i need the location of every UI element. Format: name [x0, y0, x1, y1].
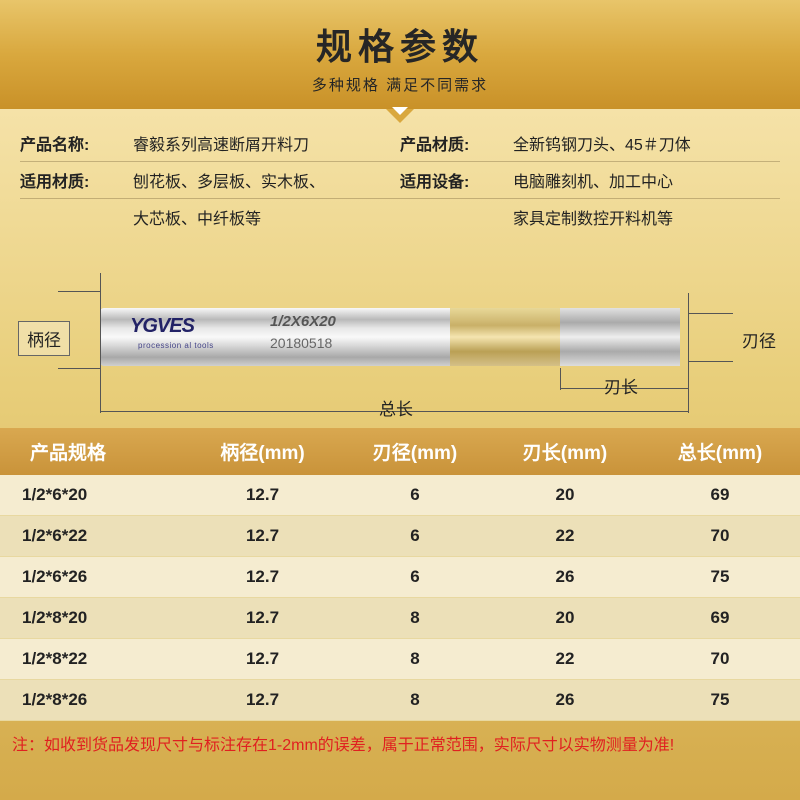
page-subtitle: 多种规格 满足不同需求 — [0, 74, 800, 95]
dim-line — [58, 368, 100, 369]
info-name-val: 睿毅系列高速断屑开料刀 — [125, 125, 400, 162]
edge-dia-label: 刃径 — [738, 325, 780, 354]
table-cell: 12.7 — [185, 567, 340, 587]
table-cell: 69 — [640, 608, 800, 628]
tool-engraving2: 20180518 — [270, 335, 332, 351]
th-spec: 产品规格 — [0, 438, 185, 465]
footer-note: 注：如收到货品发现尺寸与标注存在1-2mm的误差，属于正常范围，实际尺寸以实物测… — [0, 721, 800, 765]
tool-diagram: YGVES procession al tools 1/2X6X20 20180… — [0, 253, 800, 428]
info-apply-mat-val2: 大芯板、中纤板等 — [125, 199, 400, 235]
table-cell: 12.7 — [185, 526, 340, 546]
table-cell: 69 — [640, 485, 800, 505]
info-equip-label: 适用设备: — [400, 162, 505, 199]
table-cell: 8 — [340, 649, 490, 669]
table-cell: 1/2*8*26 — [0, 690, 185, 710]
info-grid: 产品名称: 睿毅系列高速断屑开料刀 产品材质: 全新钨钢刀头、45＃刀体 适用材… — [0, 125, 800, 245]
content-area: 产品名称: 睿毅系列高速断屑开料刀 产品材质: 全新钨钢刀头、45＃刀体 适用材… — [0, 109, 800, 800]
arrow-down-inner-icon — [392, 107, 408, 115]
table-cell: 6 — [340, 526, 490, 546]
table-row: 1/2*8*2212.782270 — [0, 639, 800, 680]
table-cell: 70 — [640, 649, 800, 669]
dim-line — [560, 368, 561, 390]
tool-brand: YGVES — [130, 315, 194, 338]
dim-line — [688, 361, 733, 362]
dim-line — [100, 273, 101, 383]
dim-line — [58, 291, 100, 292]
dim-line — [688, 313, 733, 314]
spec-table-body: 1/2*6*2012.7620691/2*6*2212.7622701/2*6*… — [0, 475, 800, 721]
tool-engraving1: 1/2X6X20 — [270, 313, 336, 330]
spec-table-header: 产品规格 柄径(mm) 刃径(mm) 刃长(mm) 总长(mm) — [0, 428, 800, 475]
table-cell: 1/2*8*20 — [0, 608, 185, 628]
table-cell: 22 — [490, 649, 640, 669]
table-cell: 20 — [490, 485, 640, 505]
table-cell: 75 — [640, 690, 800, 710]
th-edge-dia: 刃径(mm) — [340, 438, 490, 465]
info-equip-val1: 电脑雕刻机、加工中心 — [505, 162, 780, 199]
table-row: 1/2*6*2012.762069 — [0, 475, 800, 516]
table-cell: 26 — [490, 567, 640, 587]
info-mat-label: 产品材质: — [400, 125, 505, 162]
table-cell: 22 — [490, 526, 640, 546]
table-cell: 1/2*6*22 — [0, 526, 185, 546]
total-len-label: 总长 — [375, 393, 417, 422]
table-cell: 20 — [490, 608, 640, 628]
dim-line — [688, 293, 689, 383]
th-total: 总长(mm) — [640, 438, 800, 465]
page-title: 规格参数 — [0, 18, 800, 70]
table-cell: 12.7 — [185, 485, 340, 505]
th-shank: 柄径(mm) — [185, 438, 340, 465]
table-cell: 70 — [640, 526, 800, 546]
th-edge-len: 刃长(mm) — [490, 438, 640, 465]
table-cell: 1/2*6*26 — [0, 567, 185, 587]
info-equip-val2: 家具定制数控开料机等 — [505, 199, 780, 235]
table-row: 1/2*8*2612.782675 — [0, 680, 800, 721]
tool-flutes — [560, 308, 680, 366]
table-cell: 8 — [340, 690, 490, 710]
dim-line — [100, 383, 101, 413]
table-cell: 26 — [490, 690, 640, 710]
edge-len-label: 刃长 — [600, 371, 642, 400]
info-apply-mat-label: 适用材质: — [20, 162, 125, 199]
shank-dia-label: 柄径 — [18, 321, 70, 356]
table-cell: 12.7 — [185, 608, 340, 628]
info-blank1 — [20, 199, 125, 235]
table-row: 1/2*6*2212.762270 — [0, 516, 800, 557]
info-mat-val: 全新钨钢刀头、45＃刀体 — [505, 125, 780, 162]
table-cell: 6 — [340, 485, 490, 505]
table-cell: 1/2*8*22 — [0, 649, 185, 669]
info-name-label: 产品名称: — [20, 125, 125, 162]
table-row: 1/2*6*2612.762675 — [0, 557, 800, 598]
tool-brand-sub: procession al tools — [138, 341, 214, 350]
table-cell: 8 — [340, 608, 490, 628]
table-row: 1/2*8*2012.782069 — [0, 598, 800, 639]
table-cell: 1/2*6*20 — [0, 485, 185, 505]
header-banner: 规格参数 多种规格 满足不同需求 — [0, 0, 800, 109]
table-cell: 12.7 — [185, 690, 340, 710]
table-cell: 6 — [340, 567, 490, 587]
info-blank2 — [400, 199, 505, 235]
info-apply-mat-val1: 刨花板、多层板、实木板、 — [125, 162, 400, 199]
table-cell: 75 — [640, 567, 800, 587]
dim-line — [688, 383, 689, 413]
table-cell: 12.7 — [185, 649, 340, 669]
